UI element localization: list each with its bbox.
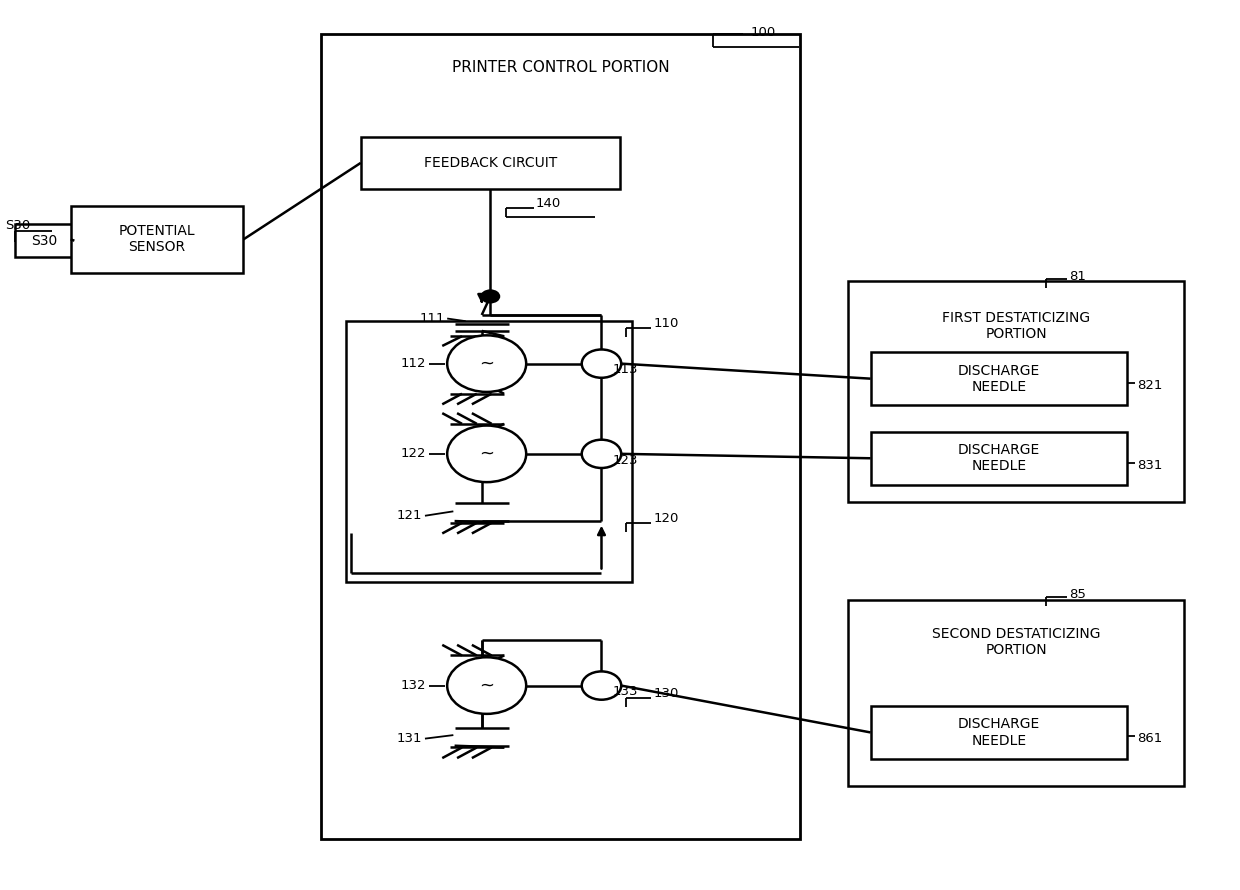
Text: 132: 132 [401, 679, 427, 692]
Text: 113: 113 [613, 363, 639, 376]
Bar [361, 137, 620, 189]
Text: 111: 111 [419, 312, 445, 325]
Bar [71, 206, 243, 272]
Text: ~: ~ [479, 445, 495, 463]
Text: ~: ~ [479, 354, 495, 373]
Bar [346, 321, 632, 582]
Text: S30: S30 [32, 234, 58, 247]
Text: 131: 131 [397, 732, 423, 745]
Text: 100: 100 [751, 27, 776, 39]
Text: 831: 831 [1137, 459, 1163, 472]
Bar [848, 600, 1184, 786]
Bar [870, 432, 1127, 485]
Text: 821: 821 [1137, 379, 1163, 392]
Text: PRINTER CONTROL PORTION: PRINTER CONTROL PORTION [451, 60, 670, 75]
Circle shape [582, 671, 621, 700]
Circle shape [448, 658, 526, 714]
Text: 81: 81 [1069, 270, 1086, 282]
Bar [870, 706, 1127, 759]
Text: 123: 123 [613, 454, 639, 466]
Bar [321, 34, 800, 838]
Text: SECOND DESTATICIZING
PORTION: SECOND DESTATICIZING PORTION [932, 627, 1101, 658]
Text: ~: ~ [479, 676, 495, 694]
Text: FEEDBACK CIRCUIT: FEEDBACK CIRCUIT [424, 156, 557, 170]
Bar [848, 281, 1184, 503]
Circle shape [448, 336, 526, 392]
Text: 120: 120 [653, 512, 678, 525]
Text: DISCHARGE
NEEDLE: DISCHARGE NEEDLE [957, 717, 1040, 748]
Bar [870, 352, 1127, 405]
Text: 85: 85 [1069, 588, 1086, 601]
Text: FIRST DESTATICIZING
PORTION: FIRST DESTATICIZING PORTION [942, 311, 1090, 341]
Circle shape [481, 289, 500, 303]
Text: 112: 112 [401, 357, 427, 370]
Text: DISCHARGE
NEEDLE: DISCHARGE NEEDLE [957, 443, 1040, 473]
Text: S30: S30 [5, 219, 31, 232]
Text: 130: 130 [653, 687, 678, 700]
Text: 140: 140 [536, 197, 562, 210]
Text: POTENTIAL
SENSOR: POTENTIAL SENSOR [119, 224, 196, 255]
Text: DISCHARGE
NEEDLE: DISCHARGE NEEDLE [957, 364, 1040, 393]
Circle shape [582, 350, 621, 377]
Text: 861: 861 [1137, 732, 1162, 745]
Text: 122: 122 [401, 448, 427, 460]
Text: 121: 121 [397, 509, 423, 522]
Text: 110: 110 [653, 318, 678, 330]
Bar [15, 224, 74, 257]
Circle shape [448, 425, 526, 482]
Circle shape [582, 440, 621, 468]
Text: 133: 133 [613, 685, 639, 699]
